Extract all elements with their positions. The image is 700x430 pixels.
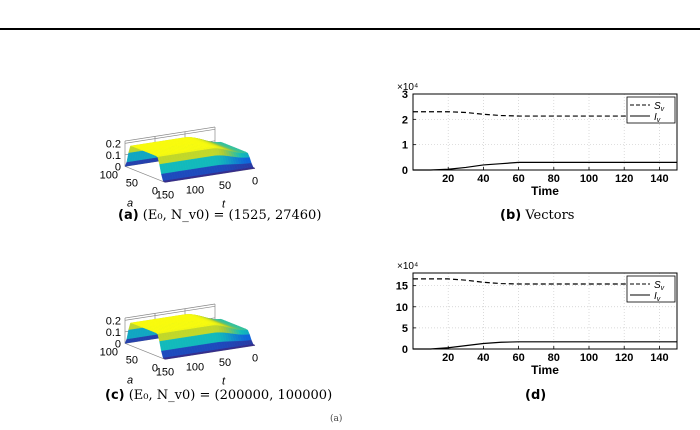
legend-label-subscript: v [661, 285, 665, 292]
caption-c-tag: (c) [105, 388, 125, 403]
y-tick-label: 2 [402, 114, 408, 126]
a-tick-label: 50 [126, 177, 138, 189]
plot-frame [412, 272, 678, 350]
x-tick-label: 120 [615, 173, 633, 185]
legend-label-subscript: v [657, 117, 661, 124]
x-tick-label: 20 [442, 352, 454, 364]
a-tick-label: 0 [152, 185, 158, 197]
z-tick-label: 0.2 [106, 315, 121, 327]
back-top-line [124, 303, 216, 319]
caption-d: (d) [525, 388, 546, 403]
a-axis-label: a [127, 197, 133, 209]
back-gridline-1 [124, 128, 216, 144]
t-tick-label: 150 [156, 189, 174, 201]
a-axis-line [124, 343, 166, 360]
legend-box [626, 96, 676, 124]
caption-a-tag: (a) [118, 208, 139, 223]
y-tick-label: 5 [402, 323, 408, 335]
caption-b: (b) Vectors [500, 208, 574, 223]
series-line-I_v [413, 341, 677, 350]
legend-label-subscript: v [657, 296, 661, 303]
t-tick-label: 100 [186, 362, 204, 374]
z-tick-label: 0.1 [106, 150, 121, 162]
caption-b-tag: (b) [500, 208, 522, 223]
x-tick-label: 140 [650, 173, 668, 185]
a-tick-label: 0 [152, 362, 158, 374]
x-axis-label: Time [531, 363, 559, 377]
x-tick-label: 80 [548, 173, 560, 185]
x-tick-label: 100 [580, 352, 598, 364]
z-tick-label: 0 [115, 161, 121, 173]
x-tick-label: 40 [477, 173, 489, 185]
t-axis-label: t [222, 375, 226, 387]
x-tick-label: 140 [650, 352, 668, 364]
t-tick-label: 50 [219, 357, 231, 369]
y-tick-label: 15 [396, 281, 408, 293]
surface-cell [162, 180, 169, 183]
legend-box [626, 275, 676, 303]
t-axis-label: t [222, 198, 226, 210]
x-tick-label: 60 [512, 352, 524, 364]
exponent-label: ×10⁴ [397, 82, 418, 93]
back-gridline-1 [124, 305, 216, 321]
z-tick-label: 0 [115, 338, 121, 350]
a-tick-label: 100 [100, 169, 118, 181]
legend-label: Iv [654, 291, 661, 303]
bottom-fragment: (a) [330, 414, 343, 424]
y-tick-label: 0 [402, 165, 408, 177]
a-axis-line [124, 166, 166, 183]
caption-a: (a) (E₀, N_v0) = (1525, 27460) [118, 208, 321, 223]
legend-label: Sv [654, 101, 665, 113]
caption-a-text: (E₀, N_v0) = (1525, 27460) [142, 208, 322, 223]
exponent-label: ×10⁴ [397, 261, 418, 272]
a-axis-label: a [127, 374, 133, 386]
t-tick-label: 150 [156, 366, 174, 378]
z-tick-label: 0.2 [106, 138, 121, 150]
x-axis-label: Time [531, 184, 559, 198]
x-tick-label: 100 [580, 173, 598, 185]
back-top-line [124, 126, 216, 142]
x-tick-label: 20 [442, 173, 454, 185]
x-tick-label: 120 [615, 352, 633, 364]
surface-mesh-c [124, 314, 256, 360]
caption-d-tag: (d) [525, 388, 547, 403]
x-tick-label: 40 [477, 352, 489, 364]
page-top-rule [0, 28, 700, 30]
legend-label-subscript: v [661, 106, 665, 113]
caption-c: (c) (E₀, N_v0) = (200000, 100000) [105, 388, 332, 403]
y-tick-label: 0 [402, 344, 408, 356]
y-tick-label: 3 [402, 89, 408, 101]
y-tick-label: 1 [402, 140, 408, 152]
a-tick-label: 100 [100, 346, 118, 358]
z-tick-label: 0.1 [106, 327, 121, 339]
x-tick-label: 60 [512, 173, 524, 185]
surface-mesh-a [124, 137, 256, 183]
caption-c-text: (E₀, N_v0) = (200000, 100000) [128, 388, 333, 403]
x-tick-label: 80 [548, 352, 560, 364]
t-tick-label: 100 [186, 185, 204, 197]
t-tick-label: 0 [252, 175, 258, 187]
t-tick-label: 50 [219, 180, 231, 192]
series-line-I_v [413, 161, 677, 171]
legend-label: Sv [654, 280, 665, 292]
a-tick-label: 50 [126, 354, 138, 366]
legend-label: Iv [654, 112, 661, 124]
t-tick-label: 0 [252, 352, 258, 364]
surface-cell [162, 357, 169, 360]
y-tick-label: 10 [396, 302, 408, 314]
plot-frame [412, 93, 678, 171]
caption-b-text: Vectors [525, 208, 575, 223]
